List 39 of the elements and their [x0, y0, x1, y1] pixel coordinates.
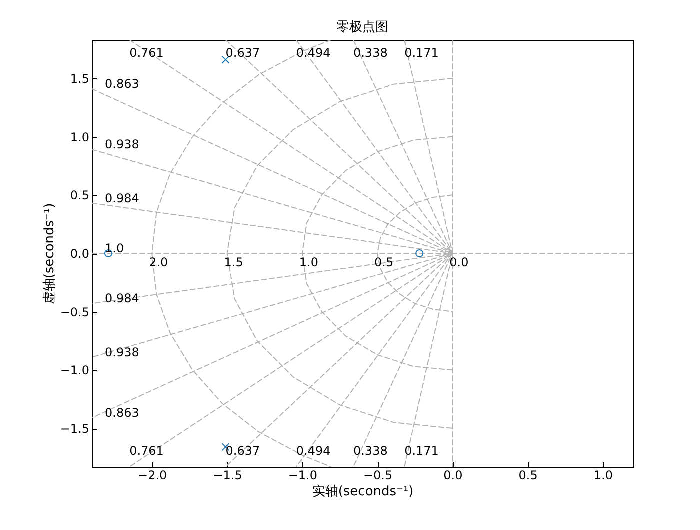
y-tick-label: 1.0 [70, 130, 90, 144]
chart-title: 零极点图 [336, 20, 388, 35]
annotation: 0.171 [404, 444, 439, 458]
annotation: 0.0 [450, 256, 469, 270]
x-tick-label: −0.5 [363, 468, 393, 482]
annotation: 0.637 [226, 444, 260, 458]
annotation: 2.0 [149, 256, 168, 270]
y-tick-label: −1.0 [60, 364, 90, 378]
y-tick-label: 1.5 [70, 72, 90, 86]
y-tick-label: 0.5 [70, 188, 90, 203]
annotation: 0.494 [296, 46, 331, 60]
annotation: 0.338 [353, 444, 388, 458]
y-tick-label: −1.5 [60, 422, 90, 436]
annotation: 0.863 [105, 406, 140, 420]
y-tick-label: 0.0 [70, 247, 90, 261]
annotation: 0.863 [105, 77, 140, 91]
annotation: 0.984 [105, 191, 140, 206]
annotation: 0.761 [130, 46, 164, 60]
annotation: 1.0 [299, 256, 318, 270]
annotation: 0.171 [404, 46, 439, 60]
annotation: 0.938 [105, 138, 140, 152]
y-tick-label: −0.5 [60, 305, 90, 320]
x-tick-label: 1.0 [594, 468, 613, 482]
x-tick-label: 0.0 [444, 468, 463, 482]
annotation: 0.761 [130, 444, 164, 458]
annotation: 0.938 [105, 345, 140, 360]
annotation: 1.0 [105, 242, 124, 256]
annotation: 0.338 [353, 46, 388, 60]
annotation: 0.5 [374, 256, 394, 270]
annotation: 0.637 [226, 46, 260, 60]
x-tick-label: −1.5 [213, 468, 242, 482]
annotation: 0.984 [105, 292, 140, 306]
x-tick-label: 0.5 [518, 468, 538, 482]
x-tick-label: −1.0 [288, 468, 318, 482]
annotation: 0.494 [296, 444, 331, 458]
x-axis-title: 实轴(seconds⁻¹) [312, 484, 414, 500]
annotation: 1.5 [224, 256, 244, 270]
x-tick-label: −2.0 [138, 468, 168, 482]
y-axis-title: 虚轴(seconds⁻¹) [42, 203, 58, 305]
